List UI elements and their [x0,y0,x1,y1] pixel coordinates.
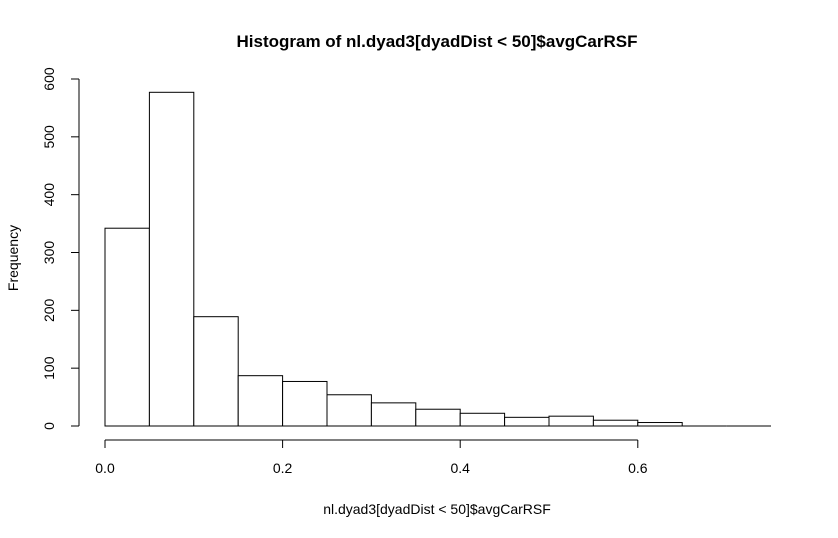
histogram-bar-1 [148,91,195,427]
histogram-bar-7 [415,408,461,427]
histogram-bar-3 [237,375,284,427]
histogram-bar-12 [637,422,683,427]
x-tick-label-3: 0.6 [628,460,648,476]
y-axis: 0 100 200 300 400 500 600 [41,67,80,430]
x-tick-label-1: 0.2 [273,460,293,476]
y-tick-label-4: 400 [41,183,57,207]
x-tick-label-2: 0.4 [450,460,470,476]
histogram-bar-5 [326,394,372,427]
x-axis: 0.0 0.2 0.4 0.6 [95,439,648,476]
histogram-bar-6 [370,402,417,427]
histogram-bar-10 [548,415,594,427]
y-tick-label-5: 500 [41,125,57,149]
histogram-bar-9 [504,416,550,427]
y-tick-label-6: 600 [41,67,57,91]
x-tick-label-0: 0.0 [95,460,115,476]
histogram-bar-8 [459,412,506,427]
histogram-bars [104,91,771,427]
y-tick-label-2: 200 [41,298,57,322]
histogram-bar-4 [282,380,328,427]
chart-title: Histogram of nl.dyad3[dyadDist < 50]$avg… [236,32,637,51]
histogram-bar-0 [104,227,150,427]
y-tick-label-1: 100 [41,356,57,380]
histogram-bar-11 [592,419,639,427]
histogram-bar-2 [193,316,239,427]
y-tick-label-3: 300 [41,241,57,265]
y-axis-label: Frequency [5,225,21,291]
y-tick-label-0: 0 [41,422,57,430]
x-axis-label: nl.dyad3[dyadDist < 50]$avgCarRSF [323,501,551,517]
